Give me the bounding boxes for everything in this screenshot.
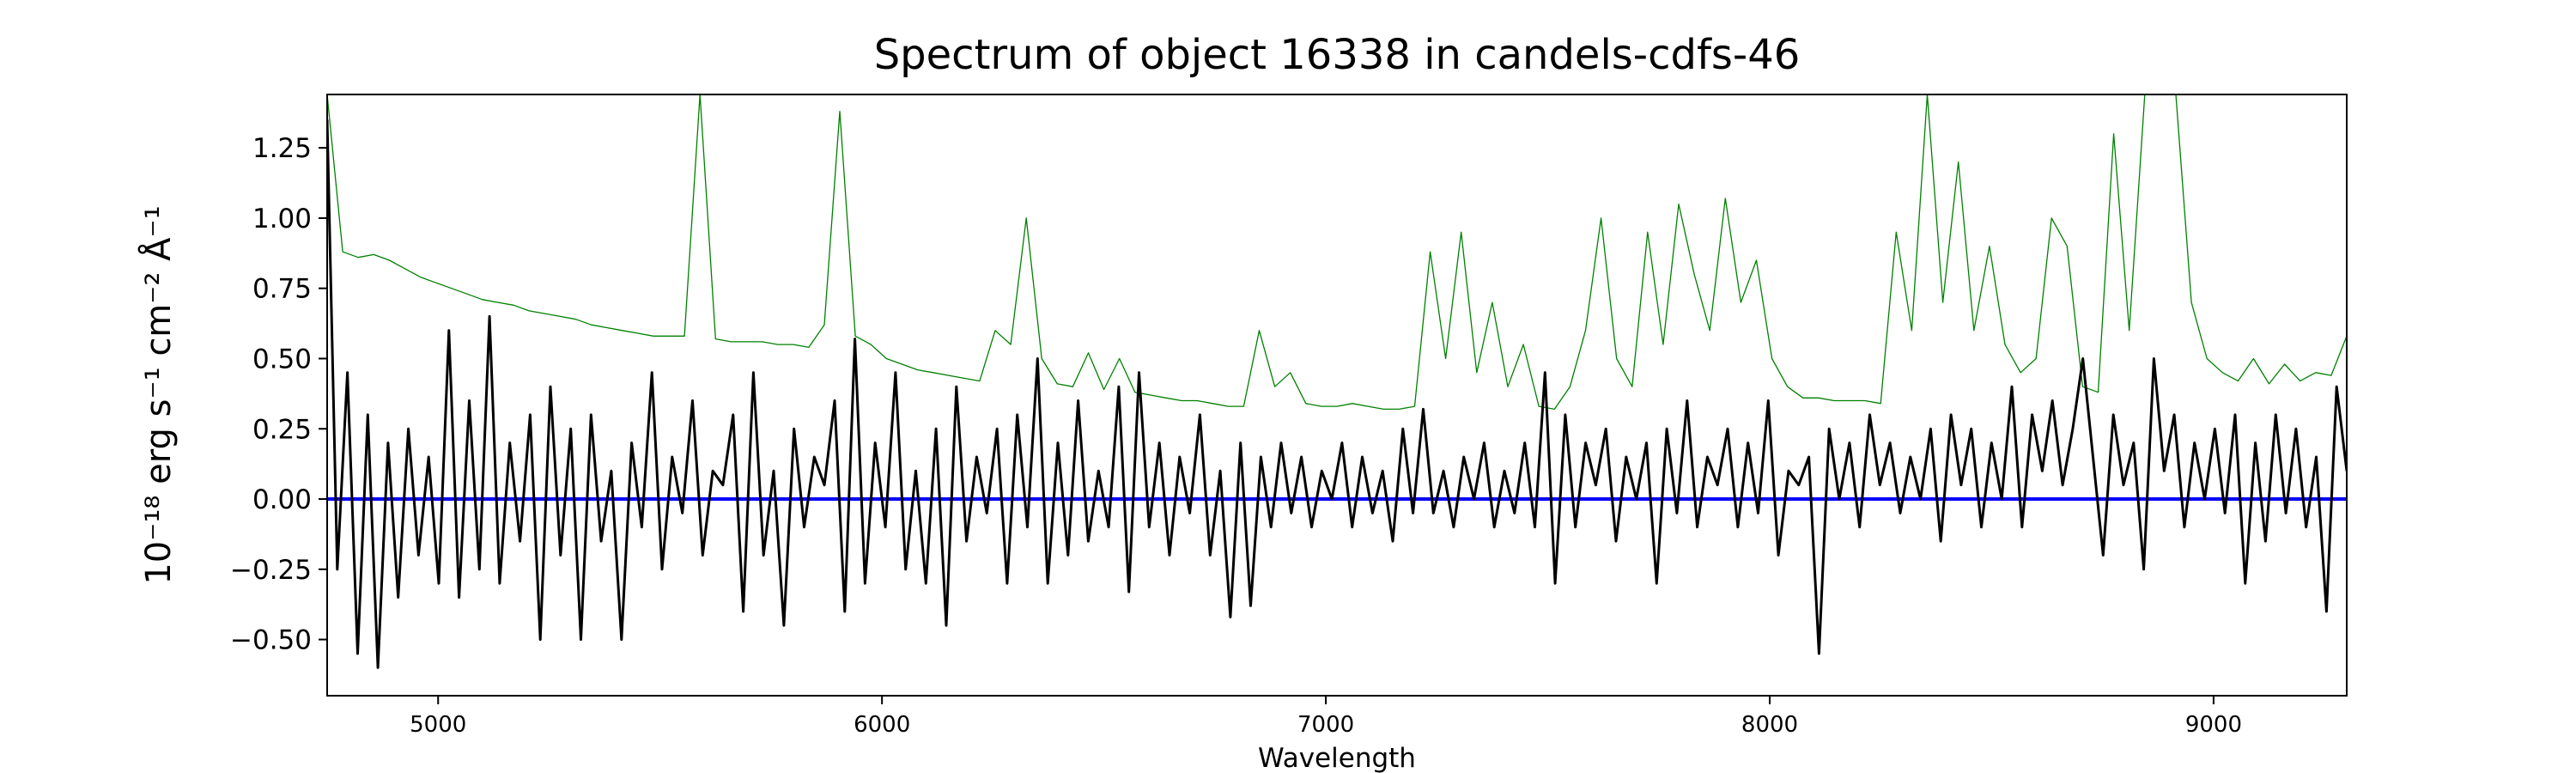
series-line-error — [327, 94, 2347, 411]
y-tick-label: 1.00 — [252, 204, 312, 234]
y-axis-label: 10⁻¹⁸ erg s⁻¹ cm⁻² Å⁻¹ — [137, 205, 179, 584]
x-axis-label: Wavelength — [1258, 743, 1416, 773]
x-tick-label: 6000 — [854, 712, 910, 738]
plot-area — [327, 94, 2347, 669]
y-tick-label: −0.50 — [230, 625, 312, 656]
y-tick-label: −0.25 — [230, 555, 312, 586]
x-tick-label: 7000 — [1297, 712, 1354, 738]
y-tick-label: 0.00 — [252, 484, 312, 515]
x-tick-label: 9000 — [2185, 712, 2242, 738]
x-axis: 5000 6000 7000 8000 9000 — [410, 696, 2242, 738]
x-tick-label: 5000 — [410, 712, 466, 738]
x-tick-label: 8000 — [1741, 712, 1798, 738]
series-line-flux — [327, 119, 2347, 669]
axes-frame — [326, 94, 2348, 697]
chart-title: Spectrum of object 16338 in candels-cdfs… — [874, 31, 1801, 79]
y-tick-label: 0.75 — [252, 274, 312, 305]
y-tick-label: 0.25 — [252, 414, 312, 445]
y-axis: −0.50 −0.25 0.00 0.25 0.50 0.75 1.00 1.25 — [230, 133, 327, 656]
y-tick-label: 0.50 — [252, 344, 312, 374]
y-tick-label: 1.25 — [252, 133, 312, 164]
